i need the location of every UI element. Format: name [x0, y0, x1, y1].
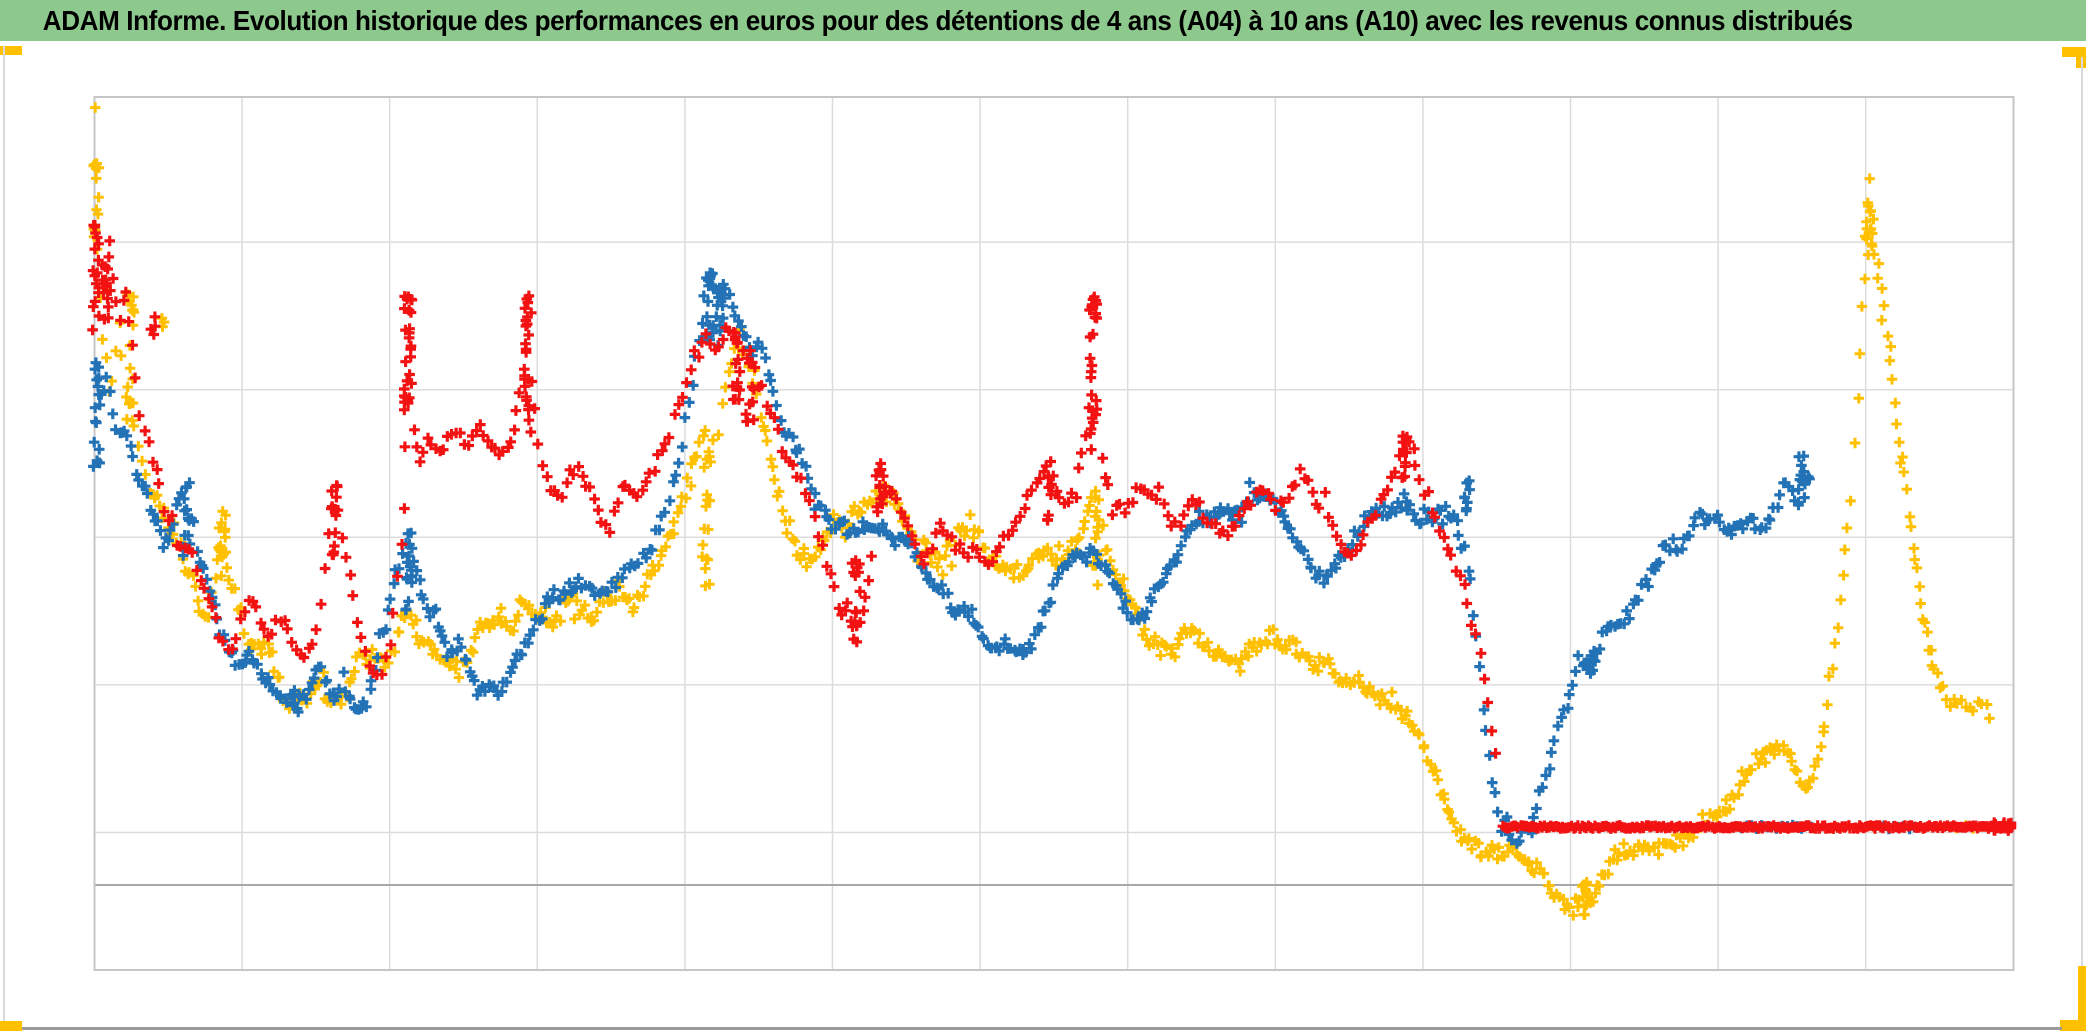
left-edge-line	[3, 46, 5, 1021]
page-title: ADAM Informe. Evolution historique des p…	[42, 4, 1853, 36]
plot-area-border	[93, 96, 2015, 971]
title-bar: ADAM Informe. Evolution historique des p…	[0, 0, 2086, 41]
selection-handle-bottom-right-vertical-icon	[2078, 966, 2086, 1024]
series-red-markers	[87, 219, 2017, 836]
selection-handle-bottom-right-icon	[2060, 1020, 2086, 1031]
selection-handle-top-right-icon	[2062, 47, 2086, 57]
selection-handle-top-left-icon	[0, 46, 22, 55]
selection-handle-bottom-left-icon	[0, 1021, 22, 1031]
series-blue-markers	[88, 267, 1920, 849]
right-edge-line	[2081, 57, 2083, 966]
bottom-edge-line	[22, 1027, 2062, 1030]
